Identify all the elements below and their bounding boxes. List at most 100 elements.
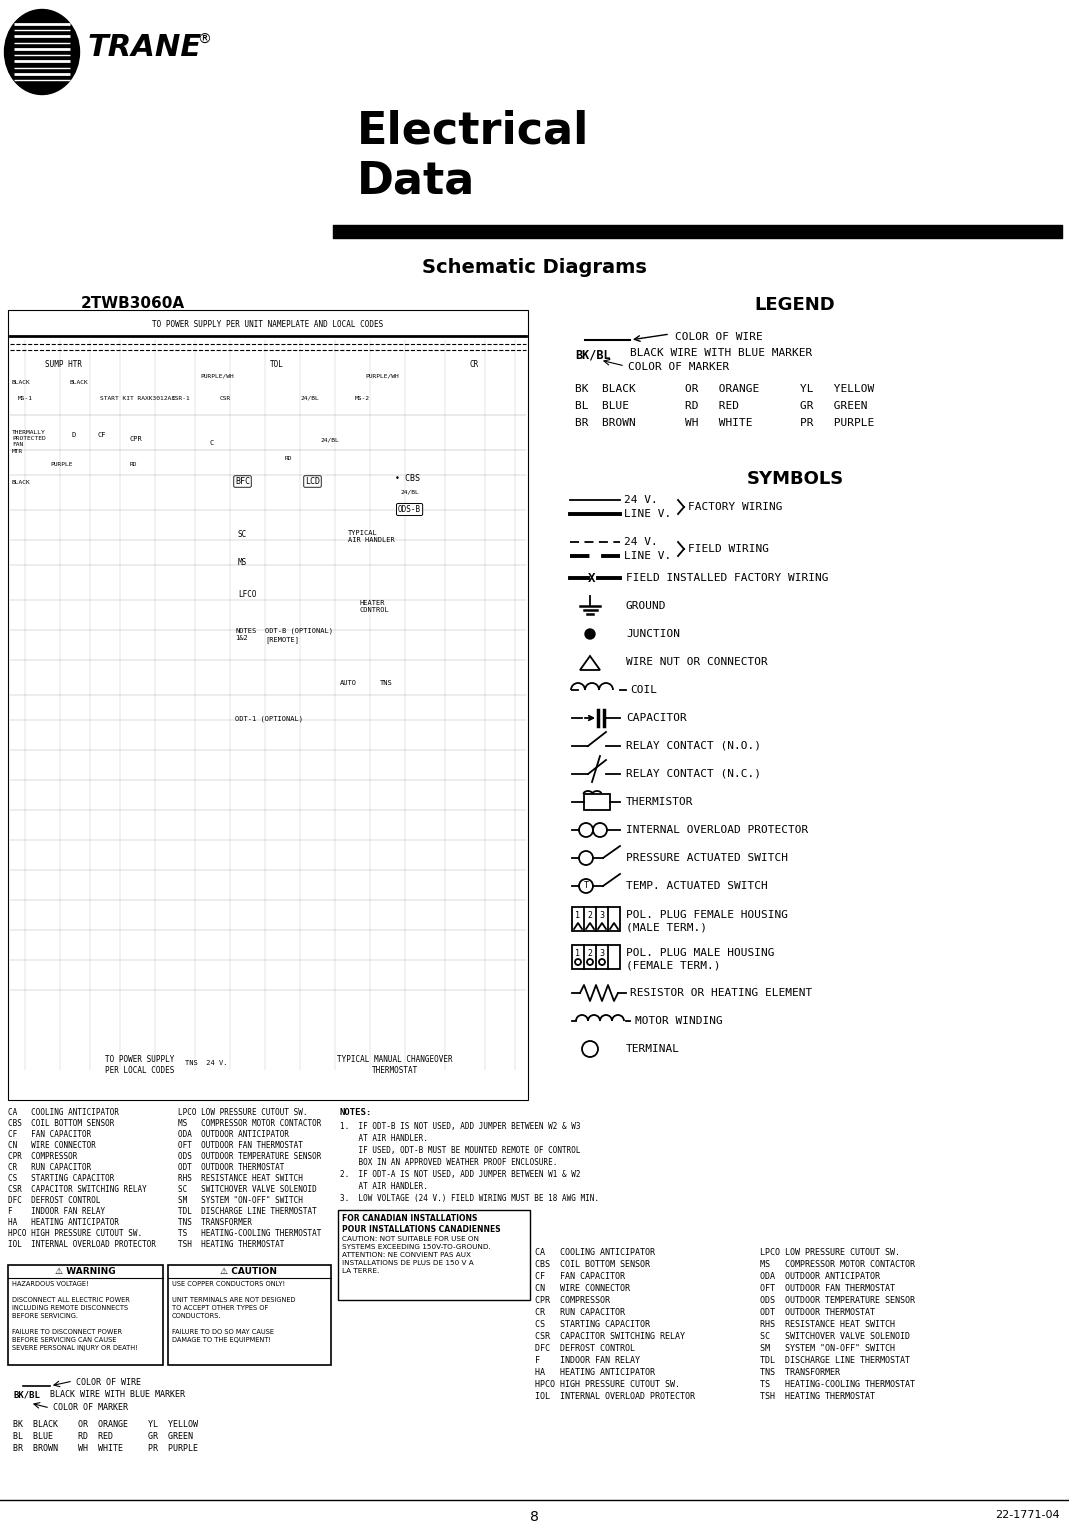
Text: CS   STARTING CAPACITOR: CS STARTING CAPACITOR (7, 1174, 114, 1183)
Text: TOL: TOL (270, 359, 284, 368)
Text: PRESSURE ACTUATED SWITCH: PRESSURE ACTUATED SWITCH (626, 853, 788, 862)
Text: FOR CANADIAN INSTALLATIONS
POUR INSTALLATIONS CANADIENNES: FOR CANADIAN INSTALLATIONS POUR INSTALLA… (342, 1214, 500, 1234)
Text: TYPICAL
AIR HANDLER: TYPICAL AIR HANDLER (348, 531, 394, 543)
Text: CAPACITOR: CAPACITOR (626, 713, 686, 723)
Text: LPCO LOW PRESSURE CUTOUT SW.: LPCO LOW PRESSURE CUTOUT SW. (760, 1248, 900, 1257)
Text: 3: 3 (600, 948, 604, 957)
Text: BLACK: BLACK (69, 381, 89, 385)
Text: 2: 2 (588, 911, 592, 920)
Text: CA   COOLING ANTICIPATOR: CA COOLING ANTICIPATOR (534, 1248, 655, 1257)
Text: 8: 8 (529, 1511, 539, 1524)
Text: TRANE: TRANE (88, 32, 202, 61)
Text: TO POWER SUPPLY PER UNIT NAMEPLATE AND LOCAL CODES: TO POWER SUPPLY PER UNIT NAMEPLATE AND L… (153, 320, 384, 329)
Text: TEMP. ACTUATED SWITCH: TEMP. ACTUATED SWITCH (626, 881, 768, 891)
Text: NOTES:: NOTES: (340, 1109, 372, 1118)
Text: TNS: TNS (379, 680, 392, 687)
Text: LINE V.: LINE V. (624, 550, 671, 561)
Text: MS   COMPRESSOR MOTOR CONTACTOR: MS COMPRESSOR MOTOR CONTACTOR (760, 1260, 915, 1269)
Text: AUTO: AUTO (340, 680, 357, 687)
Text: 24/BL: 24/BL (320, 437, 339, 443)
Text: WIRE NUT OR CONNECTOR: WIRE NUT OR CONNECTOR (626, 657, 768, 667)
Text: BLACK: BLACK (12, 381, 31, 385)
Text: MS-1: MS-1 (18, 396, 33, 401)
Text: CA   COOLING ANTICIPATOR: CA COOLING ANTICIPATOR (7, 1109, 119, 1118)
Text: RD: RD (130, 462, 138, 466)
Text: LEGEND: LEGEND (755, 297, 835, 313)
Text: CF   FAN CAPACITOR: CF FAN CAPACITOR (534, 1272, 625, 1281)
Text: OR   ORANGE: OR ORANGE (685, 384, 759, 394)
Text: COLOR OF MARKER: COLOR OF MARKER (628, 362, 729, 372)
Text: CSR  CAPACITOR SWITCHING RELAY: CSR CAPACITOR SWITCHING RELAY (534, 1332, 685, 1341)
Text: ®: ® (197, 34, 211, 47)
Text: RESISTOR OR HEATING ELEMENT: RESISTOR OR HEATING ELEMENT (630, 988, 812, 998)
Text: SM   SYSTEM "ON-OFF" SWITCH: SM SYSTEM "ON-OFF" SWITCH (179, 1196, 303, 1205)
Text: SC   SWITCHOVER VALVE SOLENOID: SC SWITCHOVER VALVE SOLENOID (179, 1185, 316, 1194)
Text: POL. PLUG MALE HOUSING: POL. PLUG MALE HOUSING (626, 948, 775, 959)
Text: SUMP HTR: SUMP HTR (45, 359, 82, 368)
Text: NOTES
1&2: NOTES 1&2 (235, 628, 257, 642)
Text: AT AIR HANDLER.: AT AIR HANDLER. (340, 1182, 428, 1191)
Text: ODS-B: ODS-B (398, 505, 421, 514)
Text: DFC  DEFROST CONTROL: DFC DEFROST CONTROL (7, 1196, 100, 1205)
Text: RHS  RESISTANCE HEAT SWITCH: RHS RESISTANCE HEAT SWITCH (760, 1320, 895, 1329)
Text: SC   SWITCHOVER VALVE SOLENOID: SC SWITCHOVER VALVE SOLENOID (760, 1332, 910, 1341)
Text: Schematic Diagrams: Schematic Diagrams (421, 258, 647, 277)
Text: CAUTION: NOT SUITABLE FOR USE ON
SYSTEMS EXCEEDING 150V-TO-GROUND.
ATTENTION: NE: CAUTION: NOT SUITABLE FOR USE ON SYSTEMS… (342, 1235, 491, 1274)
Text: 1.  IF ODT-B IS NOT USED, ADD JUMPER BETWEEN W2 & W3: 1. IF ODT-B IS NOT USED, ADD JUMPER BETW… (340, 1122, 580, 1131)
Text: F    INDOOR FAN RELAY: F INDOOR FAN RELAY (534, 1356, 640, 1365)
Text: DFC  DEFROST CONTROL: DFC DEFROST CONTROL (534, 1344, 635, 1353)
Text: BR  BROWN: BR BROWN (575, 417, 636, 428)
Text: TYPICAL MANUAL CHANGEOVER
THERMOSTAT: TYPICAL MANUAL CHANGEOVER THERMOSTAT (337, 1055, 453, 1075)
Text: CPR: CPR (130, 436, 143, 442)
Text: RELAY CONTACT (N.O.): RELAY CONTACT (N.O.) (626, 742, 761, 751)
Text: 24/BL: 24/BL (300, 396, 319, 401)
Text: TERMINAL: TERMINAL (626, 1044, 680, 1053)
Text: CF   FAN CAPACITOR: CF FAN CAPACITOR (7, 1130, 91, 1139)
Text: PURPLE/WH: PURPLE/WH (200, 375, 234, 379)
Text: POL. PLUG FEMALE HOUSING: POL. PLUG FEMALE HOUSING (626, 910, 788, 920)
Text: 2.  IF ODT-A IS NOT USED, ADD JUMPER BETWEEN W1 & W2: 2. IF ODT-A IS NOT USED, ADD JUMPER BETW… (340, 1170, 580, 1179)
Text: BK  BLACK: BK BLACK (575, 384, 636, 394)
Text: CSR: CSR (220, 396, 231, 401)
Text: FIELD INSTALLED FACTORY WIRING: FIELD INSTALLED FACTORY WIRING (626, 573, 828, 583)
Text: BK  BLACK    OR  ORANGE    YL  YELLOW: BK BLACK OR ORANGE YL YELLOW (13, 1420, 198, 1430)
Text: JUNCTION: JUNCTION (626, 628, 680, 639)
Text: COLOR OF WIRE: COLOR OF WIRE (675, 332, 763, 342)
Text: AT AIR HANDLER.: AT AIR HANDLER. (340, 1135, 428, 1144)
Circle shape (585, 628, 595, 639)
Text: PURPLE: PURPLE (50, 462, 73, 466)
Text: CS   STARTING CAPACITOR: CS STARTING CAPACITOR (534, 1320, 650, 1329)
Text: COIL: COIL (630, 685, 657, 696)
Text: TS   HEATING-COOLING THERMOSTAT: TS HEATING-COOLING THERMOSTAT (179, 1229, 322, 1238)
Text: WH   WHITE: WH WHITE (685, 417, 753, 428)
Text: MOTOR WINDING: MOTOR WINDING (635, 1015, 723, 1026)
Text: HPCO HIGH PRESSURE CUTOUT SW.: HPCO HIGH PRESSURE CUTOUT SW. (534, 1381, 680, 1388)
Text: GROUND: GROUND (626, 601, 666, 612)
Text: BOX IN AN APPROVED WEATHER PROOF ENCLOSURE.: BOX IN AN APPROVED WEATHER PROOF ENCLOSU… (340, 1157, 557, 1167)
Text: TNS  24 V.: TNS 24 V. (185, 1060, 228, 1066)
Text: HPCO HIGH PRESSURE CUTOUT SW.: HPCO HIGH PRESSURE CUTOUT SW. (7, 1229, 142, 1238)
Text: ODS  OUTDOOR TEMPERATURE SENSOR: ODS OUTDOOR TEMPERATURE SENSOR (179, 1151, 322, 1161)
Text: 24/BL: 24/BL (400, 489, 419, 495)
Text: BLACK WIRE WITH BLUE MARKER: BLACK WIRE WITH BLUE MARKER (50, 1390, 185, 1399)
Text: BL  BLUE: BL BLUE (575, 401, 629, 411)
Text: COLOR OF WIRE: COLOR OF WIRE (76, 1378, 141, 1387)
Text: 24 V.: 24 V. (624, 537, 657, 547)
Text: IOL  INTERNAL OVERLOAD PROTECTOR: IOL INTERNAL OVERLOAD PROTECTOR (534, 1391, 695, 1401)
Text: CBS  COIL BOTTOM SENSOR: CBS COIL BOTTOM SENSOR (7, 1119, 114, 1128)
Text: LFCO: LFCO (238, 590, 257, 599)
Text: ODA  OUTDOOR ANTICIPATOR: ODA OUTDOOR ANTICIPATOR (179, 1130, 289, 1139)
Text: BK/BL: BK/BL (13, 1390, 40, 1399)
Text: TNS  TRANSFORMER: TNS TRANSFORMER (179, 1219, 252, 1226)
Text: MS-2: MS-2 (355, 396, 370, 401)
Text: F    INDOOR FAN RELAY: F INDOOR FAN RELAY (7, 1206, 105, 1216)
Text: HA   HEATING ANTICIPATOR: HA HEATING ANTICIPATOR (7, 1219, 119, 1226)
Text: LINE V.: LINE V. (624, 509, 671, 518)
Text: LPCO LOW PRESSURE CUTOUT SW.: LPCO LOW PRESSURE CUTOUT SW. (179, 1109, 308, 1118)
Text: D: D (72, 433, 76, 437)
Text: COLOR OF MARKER: COLOR OF MARKER (53, 1404, 128, 1411)
Text: 1: 1 (575, 948, 580, 957)
Text: 2: 2 (588, 948, 592, 957)
Text: T: T (584, 882, 589, 890)
Text: OFT  OUTDOOR FAN THERMOSTAT: OFT OUTDOOR FAN THERMOSTAT (179, 1141, 303, 1150)
